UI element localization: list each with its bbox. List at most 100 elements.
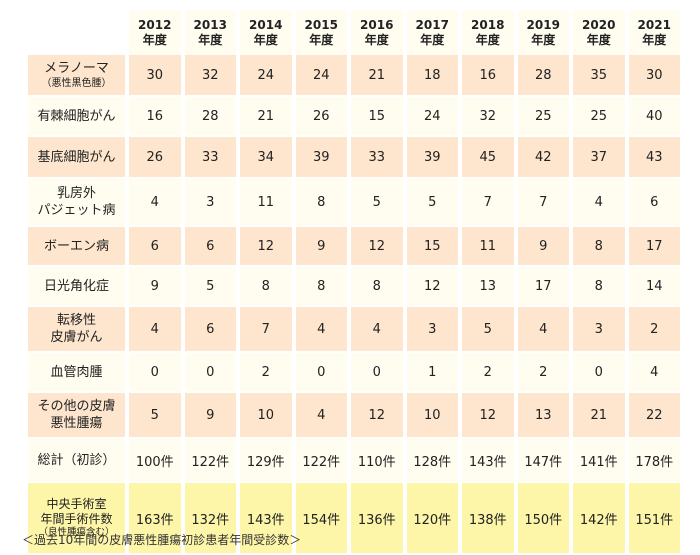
table-row: ボーエン病 6 6 12 9 12 15 11 9 8 17 <box>28 227 680 267</box>
table-cell: 5 <box>184 267 236 307</box>
table-cell: 24 <box>240 55 292 97</box>
table-cell: 17 <box>517 267 569 307</box>
table-cell: 22 <box>628 393 680 439</box>
table-cell: 9 <box>295 227 347 267</box>
row-label-text: 転移性 <box>56 313 96 328</box>
table-cell: 21 <box>351 55 403 97</box>
table-cell: 34 <box>240 137 292 179</box>
year-header: 2021 年度 <box>628 10 680 55</box>
table-cell: 12 <box>462 393 514 439</box>
table-cell: 11 <box>462 227 514 267</box>
table-cell: 21 <box>240 97 292 137</box>
table-cell: 13 <box>517 393 569 439</box>
year-unit: 年度 <box>475 32 500 47</box>
table-cell: 25 <box>517 97 569 137</box>
table-cell: 33 <box>184 137 236 179</box>
year-header: 2016 年度 <box>351 10 403 55</box>
surgery-cell: 136件 <box>351 483 403 555</box>
surgery-label-text: 中央手術室 <box>46 497 107 511</box>
surgery-cell: 151件 <box>628 483 680 555</box>
total-cell: 122件 <box>295 439 347 483</box>
year-header: 2014 年度 <box>240 10 292 55</box>
table-row: その他の皮膚 悪性腫瘍 5 9 10 4 12 10 12 13 21 22 <box>28 393 680 439</box>
year-number: 2013 <box>193 17 227 32</box>
table-cell: 3 <box>573 307 625 353</box>
table-cell: 4 <box>517 307 569 353</box>
year-header: 2015 年度 <box>295 10 347 55</box>
table-cell: 17 <box>628 227 680 267</box>
row-label-text: 皮膚がん <box>50 330 103 345</box>
table-cell: 37 <box>573 137 625 179</box>
row-label: 転移性 皮膚がん <box>28 307 125 353</box>
table-cell: 18 <box>406 55 458 97</box>
total-cell: 178件 <box>628 439 680 483</box>
table-cell: 32 <box>462 97 514 137</box>
table-cell: 7 <box>462 179 514 227</box>
table-cell: 6 <box>184 227 236 267</box>
year-unit: 年度 <box>420 32 445 47</box>
table-caption: ＜過去10年間の皮膚悪性腫瘍初診患者年間受診数＞ <box>22 533 302 547</box>
table-cell: 45 <box>462 137 514 179</box>
table-cell: 10 <box>406 393 458 439</box>
surgery-label-text: 年間手術件数 <box>40 512 113 526</box>
table-cell: 28 <box>517 55 569 97</box>
table-cell: 39 <box>295 137 347 179</box>
row-label-text: 日光角化症 <box>43 278 109 294</box>
total-row: 総計（初診） 100件 122件 129件 122件 110件 128件 143件 147件 14… <box>28 439 680 483</box>
table-cell: 15 <box>351 97 403 137</box>
year-header: 2019 年度 <box>517 10 569 55</box>
table-cell: 28 <box>184 97 236 137</box>
table-cell: 4 <box>129 307 181 353</box>
table-cell: 30 <box>628 55 680 97</box>
table-cell: 10 <box>240 393 292 439</box>
year-number: 2017 <box>415 17 449 32</box>
table-row: 有棘細胞がん 16 28 21 26 15 24 32 25 25 40 <box>28 97 680 137</box>
total-cell: 147件 <box>517 439 569 483</box>
table-cell: 16 <box>129 97 181 137</box>
table-cell: 6 <box>628 179 680 227</box>
row-label-text: 悪性腫瘍 <box>50 416 103 431</box>
table-cell: 5 <box>351 179 403 227</box>
year-number: 2016 <box>360 17 394 32</box>
table-cell: 16 <box>462 55 514 97</box>
table-row: メラノーマ （悪性黒色腫） 30 32 24 24 21 18 16 28 35 30 <box>28 55 680 97</box>
year-header: 2018 年度 <box>462 10 514 55</box>
year-unit: 年度 <box>642 32 667 47</box>
table-cell: 8 <box>295 267 347 307</box>
year-unit: 年度 <box>142 32 167 47</box>
table-cell: 8 <box>351 267 403 307</box>
row-label-note: （悪性黒色腫） <box>41 78 112 89</box>
row-label-text: メラノーマ <box>44 61 109 76</box>
surgery-cell: 150件 <box>517 483 569 555</box>
year-number: 2019 <box>526 17 560 32</box>
table-cell: 8 <box>295 179 347 227</box>
table-cell: 8 <box>573 227 625 267</box>
header-corner <box>28 10 125 55</box>
row-label: 日光角化症 <box>28 267 125 307</box>
row-label: ボーエン病 <box>28 227 125 267</box>
year-unit: 年度 <box>309 32 334 47</box>
table-cell: 6 <box>129 227 181 267</box>
year-unit: 年度 <box>586 32 611 47</box>
table-cell: 0 <box>351 353 403 393</box>
surgery-label: 中央手術室 年間手術件数 （良性腫瘍含む） <box>28 483 125 555</box>
row-label-text: 血管肉腫 <box>50 364 103 380</box>
surgery-cell: 143件 <box>240 483 292 555</box>
table-cell: 12 <box>240 227 292 267</box>
table-cell: 9 <box>184 393 236 439</box>
table-cell: 39 <box>406 137 458 179</box>
table-row: 乳房外 パジェット病 4 3 11 8 5 5 7 7 4 6 <box>28 179 680 227</box>
table-cell: 30 <box>129 55 181 97</box>
table-cell: 4 <box>295 307 347 353</box>
table-row: 転移性 皮膚がん 4 6 7 4 4 3 5 4 3 2 <box>28 307 680 353</box>
row-label: 有棘細胞がん <box>28 97 125 137</box>
table-cell: 1 <box>406 353 458 393</box>
table-cell: 4 <box>129 179 181 227</box>
total-cell: 141件 <box>573 439 625 483</box>
table-cell: 7 <box>240 307 292 353</box>
table-cell: 33 <box>351 137 403 179</box>
table-cell: 24 <box>295 55 347 97</box>
table-cell: 12 <box>351 227 403 267</box>
table-cell: 11 <box>240 179 292 227</box>
row-label-text: その他の皮膚 <box>37 399 116 414</box>
